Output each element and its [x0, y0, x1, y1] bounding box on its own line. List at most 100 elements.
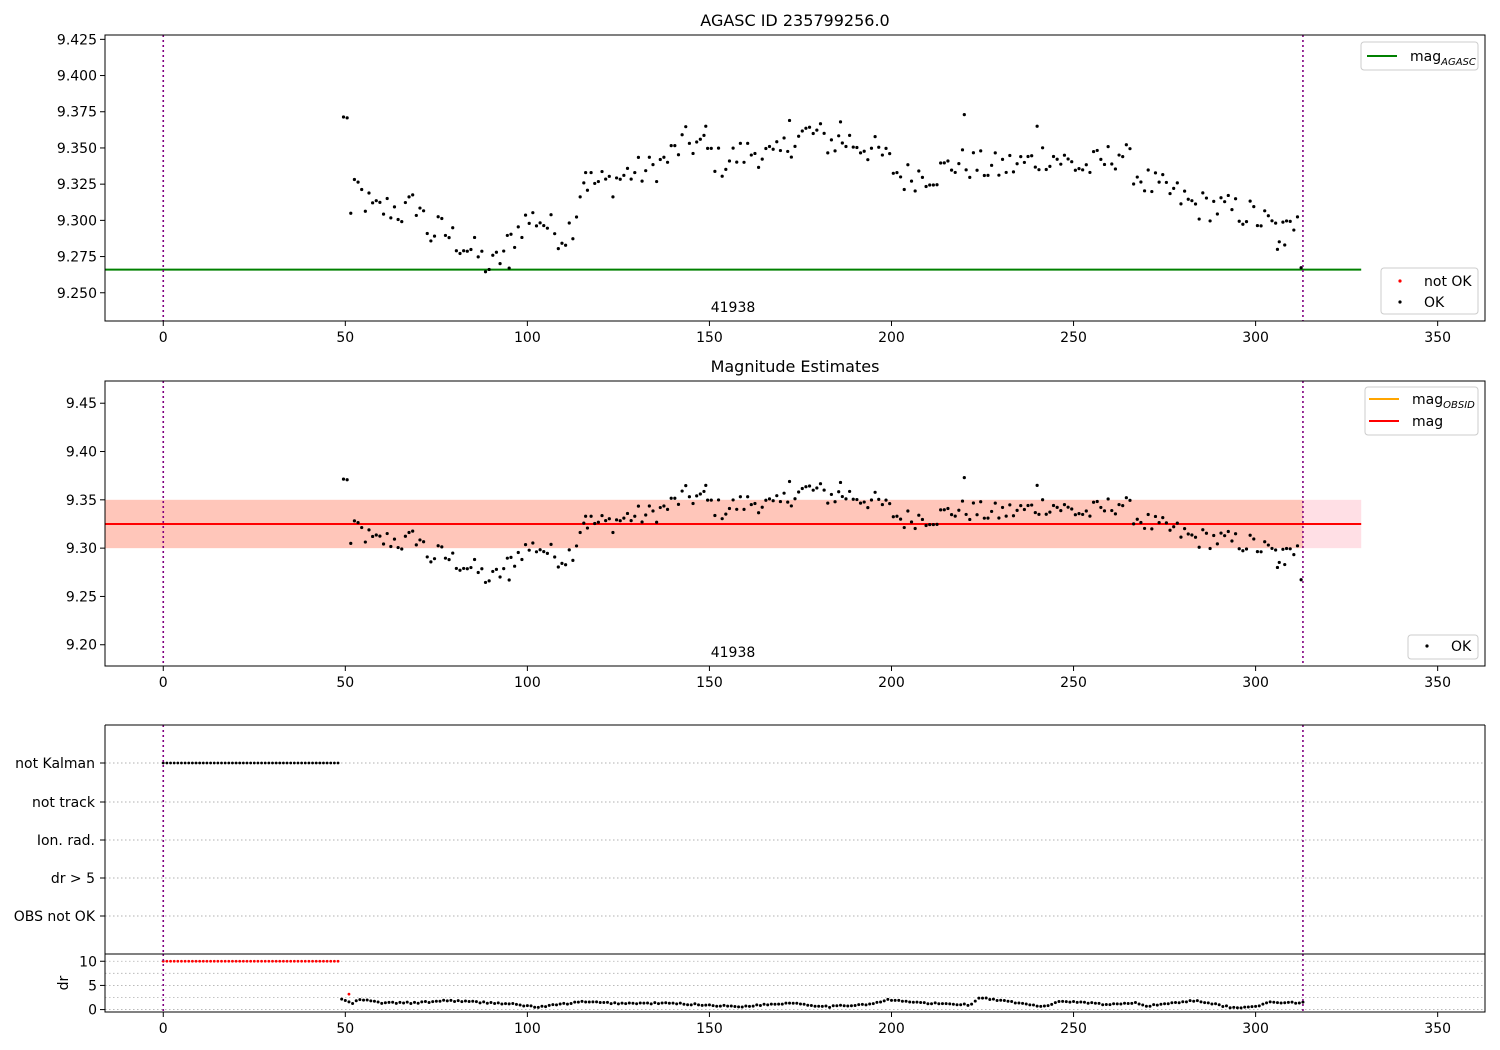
flag-point: [282, 761, 285, 765]
ok-point: [614, 518, 619, 522]
ok-point: [891, 515, 895, 519]
ok-point: [549, 542, 553, 546]
dr-point: [409, 1002, 413, 1006]
dr-point: [478, 1001, 482, 1005]
flag-point: [311, 761, 314, 765]
ok-point: [782, 491, 786, 495]
ok-point: [1030, 503, 1034, 507]
dr-point: [398, 1000, 402, 1004]
ok-point: [625, 511, 630, 516]
ok-point: [389, 544, 393, 549]
ok-point: [560, 561, 564, 566]
x-tick-label: 350: [1424, 1021, 1451, 1037]
ok-point: [1164, 521, 1168, 525]
ok-point: [523, 213, 528, 217]
ok-point: [1073, 168, 1077, 172]
dr-point: [500, 1002, 504, 1006]
dr-point: [700, 1003, 704, 1007]
ok-point: [1088, 514, 1092, 518]
dr-point: [467, 1000, 471, 1004]
dr-point: [1286, 1000, 1290, 1004]
ok-point: [1186, 197, 1190, 201]
dr-clipped-point: [260, 959, 263, 963]
ok-point: [607, 517, 611, 521]
ok-point: [826, 151, 830, 155]
ok-point: [585, 526, 590, 530]
ok-point: [1062, 153, 1067, 157]
ok-point: [895, 170, 899, 175]
dr-point: [1013, 1001, 1017, 1005]
ok-point: [848, 489, 852, 494]
dr-clipped-point: [307, 959, 311, 963]
ok-point: [1161, 516, 1165, 520]
ok-point: [465, 567, 469, 571]
dr-point: [605, 1000, 609, 1004]
dr-point: [1010, 1000, 1014, 1004]
ok-point: [498, 262, 502, 266]
ok-point: [1113, 512, 1118, 516]
dr-point: [737, 1005, 741, 1009]
ok-point: [749, 153, 753, 157]
ok-point: [352, 519, 357, 523]
ok-point: [662, 504, 666, 508]
dr-point: [649, 1002, 653, 1006]
dr-point: [565, 1002, 569, 1006]
ok-point: [600, 169, 604, 174]
dr-point: [1239, 1006, 1243, 1010]
ok-point: [735, 160, 739, 164]
x-tick-label: 150: [696, 330, 723, 346]
ok-point: [840, 494, 844, 499]
dr-point: [536, 1005, 540, 1009]
ok-point: [538, 221, 542, 225]
ok-point: [957, 508, 961, 512]
ok-point: [962, 476, 966, 480]
dr-point: [1148, 1004, 1152, 1008]
ok-point: [662, 155, 666, 159]
ok-point: [877, 497, 881, 501]
legend-swatch-dot: [1398, 279, 1402, 283]
dr-point: [485, 1001, 489, 1005]
ok-point: [480, 249, 484, 253]
ok-point: [676, 153, 681, 157]
agasc-panel-title: AGASC ID 235799256.0: [700, 11, 889, 30]
flag-point: [205, 761, 209, 765]
ok-point: [578, 195, 582, 199]
ok-point: [1201, 528, 1205, 532]
ok-point: [858, 501, 863, 505]
ok-point: [1270, 546, 1274, 551]
ok-point: [1283, 562, 1287, 567]
ok-point: [1106, 497, 1110, 501]
ok-point: [1204, 531, 1209, 535]
dr-point: [584, 1000, 588, 1004]
ok-point: [713, 513, 717, 518]
ok-point: [727, 506, 732, 511]
legend-frame: [1407, 634, 1479, 660]
ok-point: [949, 513, 954, 517]
dr-point: [842, 1004, 846, 1008]
ok-point: [990, 509, 994, 514]
ok-point: [542, 223, 546, 228]
ok-point: [1121, 155, 1125, 159]
ok-point: [607, 174, 611, 178]
ok-point: [436, 215, 440, 219]
y-tick-label: 9.350: [57, 141, 97, 157]
dr-point: [744, 1004, 748, 1008]
ok-point: [1259, 550, 1263, 554]
agasc-legend-lower: not OK OK: [1380, 267, 1479, 315]
dr-point: [1053, 1001, 1057, 1005]
ok-point: [1244, 547, 1249, 551]
ok-point: [367, 528, 371, 532]
ok-point: [771, 499, 775, 503]
ok-point: [1233, 532, 1238, 536]
ok-point: [1040, 146, 1045, 150]
dr-point: [751, 1004, 755, 1008]
ok-point: [804, 126, 808, 130]
ok-point: [469, 565, 473, 570]
ok-point: [837, 490, 841, 494]
mag-estimates-title: Magnitude Estimates: [711, 357, 880, 376]
dr-point: [1072, 1000, 1076, 1004]
dr-point: [664, 1001, 668, 1005]
y-tick-label: 9.30: [66, 541, 97, 557]
ok-point: [811, 131, 815, 136]
ok-point: [633, 514, 637, 518]
